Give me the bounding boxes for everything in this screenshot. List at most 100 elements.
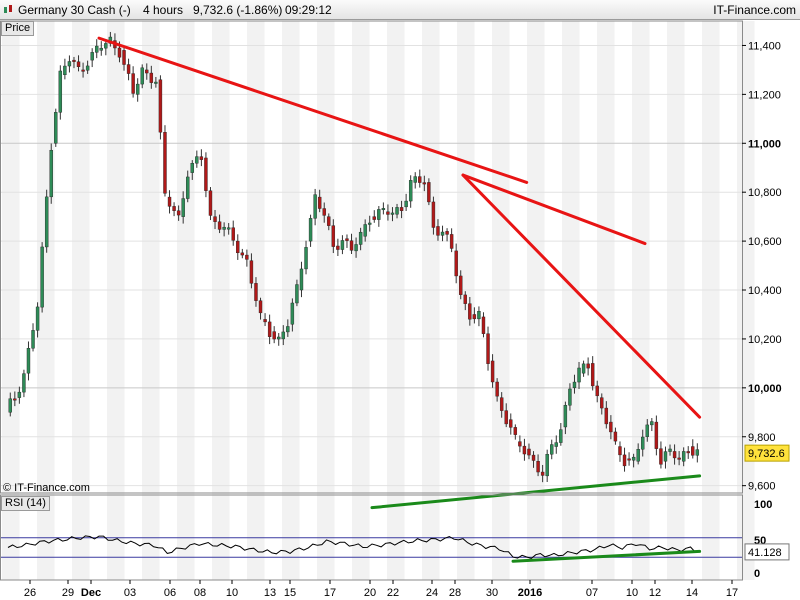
candle: [231, 220, 235, 246]
x-tick-label: 17: [324, 587, 336, 599]
candle: [76, 55, 81, 72]
axes: 11,400 11,200 11,000 10,800 10,600 10,400 10,2…: [0, 20, 790, 599]
last-price-tag: [744, 444, 790, 462]
candle: [563, 401, 568, 435]
candle: [222, 222, 226, 237]
candle: [381, 202, 386, 215]
candle: [199, 149, 204, 167]
candle: [659, 441, 663, 469]
candle: [295, 279, 299, 307]
day-band: [527, 21, 545, 580]
candle: [8, 392, 12, 417]
candle: [691, 439, 695, 459]
candle: [636, 443, 640, 465]
candle: [354, 237, 358, 258]
x-tick-label: 24: [426, 587, 438, 599]
y-tick-label: 10,000: [748, 383, 782, 395]
candle: [545, 449, 549, 483]
candle: [90, 48, 94, 68]
candle: [317, 189, 322, 213]
candlestick-series: [8, 31, 700, 483]
candle: [236, 234, 240, 260]
candle: [176, 205, 181, 221]
candle: [559, 422, 563, 446]
x-tick-label: 29: [62, 587, 74, 599]
rsi-panel-frame: [0, 494, 743, 581]
candle: [26, 341, 31, 381]
rsi-green-trendline: [511, 549, 702, 563]
day-band: [2, 21, 20, 580]
red-trendline: [97, 36, 529, 184]
candle: [131, 66, 135, 98]
candle: [135, 78, 140, 102]
candle: [13, 391, 17, 407]
candle: [422, 175, 427, 192]
candle: [600, 393, 604, 415]
candle: [249, 253, 254, 289]
candle: [281, 325, 285, 346]
candle: [145, 63, 149, 80]
candle: [172, 202, 176, 217]
candle: [327, 213, 331, 231]
day-band: [212, 21, 230, 580]
candle: [459, 270, 463, 300]
x-tick-label: 22: [387, 587, 399, 599]
day-band: [597, 21, 615, 580]
candle: [504, 403, 508, 428]
candle: [58, 65, 63, 120]
candlestick-app-icon: [4, 5, 12, 13]
x-tick-label: 08: [194, 587, 206, 599]
candle: [72, 56, 76, 69]
candle: [418, 169, 422, 188]
day-band: [317, 21, 335, 580]
candle: [40, 242, 44, 313]
candle: [641, 429, 645, 457]
candle: [85, 60, 90, 74]
day-band: [422, 21, 440, 580]
candle: [413, 172, 417, 189]
rsi-tick-label: 100: [754, 499, 772, 511]
candle: [181, 191, 185, 224]
candle: [245, 249, 249, 267]
rsi-last-value: 41.128: [748, 547, 782, 559]
candle: [408, 175, 413, 208]
rsi-last-tag: [744, 543, 790, 561]
candle: [440, 225, 445, 242]
candle: [622, 447, 627, 472]
candle: [186, 170, 190, 203]
candle: [686, 446, 690, 459]
candle: [695, 443, 700, 463]
day-band: [492, 21, 510, 580]
candle: [272, 326, 276, 344]
x-tick-label: 14: [686, 587, 698, 599]
candle: [395, 203, 399, 219]
candle: [322, 202, 326, 223]
horizontal-gridlines: [0, 44, 742, 487]
y-tick-label: 11,200: [748, 89, 781, 101]
candle: [581, 360, 586, 377]
day-band: [702, 21, 720, 580]
candle: [454, 243, 458, 284]
candle: [472, 307, 477, 324]
candle: [631, 453, 636, 468]
candle: [286, 319, 290, 337]
x-tick-label: 06: [164, 587, 176, 599]
candle: [190, 160, 194, 180]
price-panel-label: Price: [1, 21, 35, 36]
candle: [399, 200, 404, 219]
candle: [550, 439, 554, 460]
candle: [140, 64, 144, 89]
candle: [226, 223, 231, 235]
x-tick-label: 2016: [518, 587, 542, 599]
rsi-panel-label: RSI (14): [1, 496, 50, 511]
candle: [477, 306, 481, 327]
rsi-tick-label: 0: [754, 568, 760, 580]
x-tick-label: 15: [284, 587, 296, 599]
day-band: [142, 21, 160, 580]
candle: [363, 219, 367, 242]
candle: [527, 443, 531, 460]
candle: [445, 228, 449, 242]
candle: [372, 210, 376, 223]
x-tick-label: 13: [264, 587, 276, 599]
